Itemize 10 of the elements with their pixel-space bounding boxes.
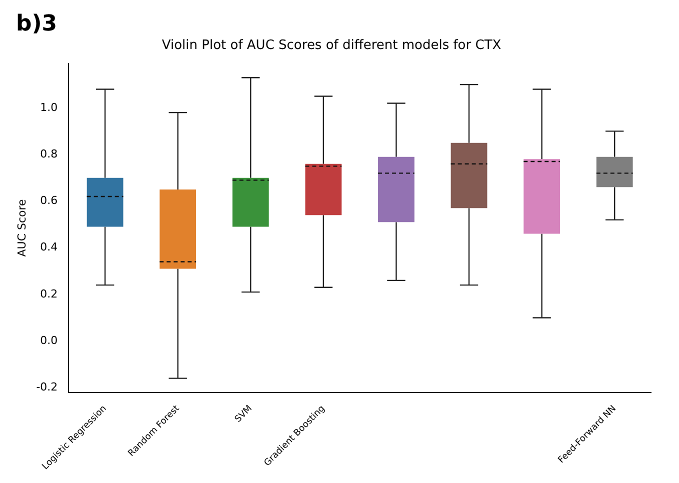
- y-axis-title: AUC Score: [15, 198, 28, 257]
- y-tick-label: 0.2: [40, 287, 58, 300]
- y-tick-label: 0.0: [40, 334, 58, 347]
- chart-title: Violin Plot of AUC Scores of different models for CTX: [162, 38, 502, 54]
- text: b)3: [16, 12, 58, 37]
- y-tick-label: 0.4: [40, 240, 58, 254]
- y-tick-label: 0.6: [40, 194, 58, 208]
- y-tick-label: -0.2: [36, 380, 58, 394]
- y-tick-label: 0.8: [40, 147, 58, 160]
- y-tick-label: 1.0: [40, 100, 58, 114]
